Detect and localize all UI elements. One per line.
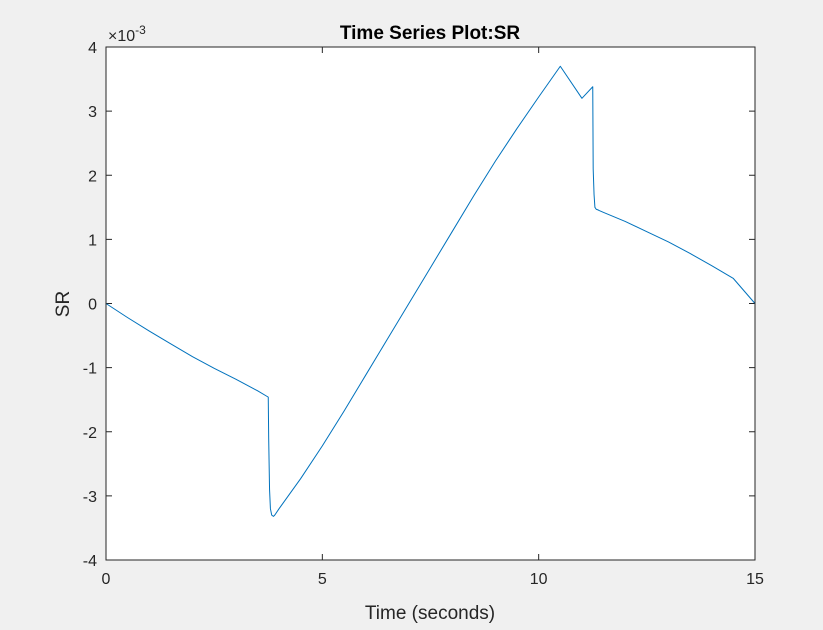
y-tick-label: 2	[88, 168, 97, 185]
series-layer	[105, 65, 756, 517]
y-exponent-power: -3	[135, 23, 146, 37]
y-axis-label: SR	[53, 291, 74, 317]
y-tick-label: 4	[88, 40, 97, 57]
y-exponent-base: ×10	[108, 28, 135, 45]
y-tick-label: 1	[88, 232, 97, 249]
y-tick-label: -1	[83, 361, 97, 378]
y-tick-label: -4	[83, 553, 97, 570]
y-tick-label: -3	[83, 489, 97, 506]
x-tick-label: 10	[530, 571, 548, 588]
chart-title: Time Series Plot:SR	[340, 23, 520, 44]
y-tick-label: 0	[88, 297, 97, 314]
y-tick-label: 3	[88, 104, 97, 121]
x-axis-label: Time (seconds)	[365, 603, 495, 624]
x-tick-label: 0	[102, 571, 111, 588]
plot-area	[106, 47, 755, 560]
series-line-0	[105, 65, 756, 517]
y-tick-label: -2	[83, 425, 97, 442]
plot-box	[105, 46, 756, 561]
x-tick-label: 15	[746, 571, 764, 588]
y-axis-exponent: ×10-3	[108, 23, 146, 45]
x-tick-label: 5	[318, 571, 327, 588]
